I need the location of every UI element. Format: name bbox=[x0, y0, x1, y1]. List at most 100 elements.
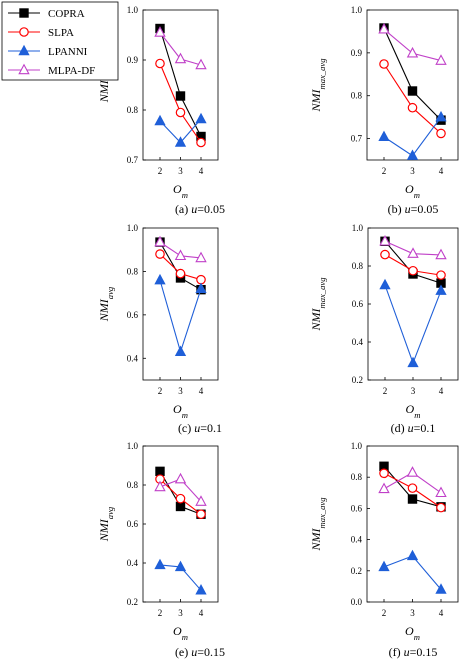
series-copra-point bbox=[407, 494, 418, 504]
series-lpanni-point bbox=[174, 560, 187, 572]
x-tick-label: 4 bbox=[439, 608, 444, 618]
x-tick-label: 3 bbox=[178, 608, 183, 618]
x-tick-label: 3 bbox=[178, 166, 183, 176]
legend-slpa-marker bbox=[19, 27, 29, 37]
series-lpanni-point bbox=[379, 278, 391, 290]
series-slpa-point bbox=[175, 268, 186, 279]
y-tick-label: 0.7 bbox=[127, 155, 139, 165]
series-lpanni-point bbox=[195, 282, 207, 293]
x-tick-label: 2 bbox=[158, 386, 163, 396]
series-lpanni-point bbox=[435, 110, 447, 122]
series-mlpa-df-point bbox=[195, 58, 207, 70]
chart-panel-3: 0.4 0.6 0.8 1.0 2 3 4 NMIavg Om(c) u=0.1 bbox=[97, 223, 222, 435]
series-copra-point bbox=[175, 91, 186, 101]
series-mlpa-df-point bbox=[406, 466, 419, 477]
series-mlpa-df-point bbox=[435, 486, 447, 498]
x-tick-label: 3 bbox=[178, 386, 183, 396]
series-slpa-point bbox=[379, 59, 389, 69]
series-slpa-point bbox=[379, 468, 389, 479]
panel-caption: (c) u=0.1 bbox=[178, 421, 222, 435]
x-axis-label: Om bbox=[173, 402, 188, 420]
y-tick-label: 0.0 bbox=[351, 597, 363, 607]
series-slpa-point bbox=[407, 483, 418, 493]
series-slpa-point bbox=[408, 265, 418, 276]
series-slpa-point bbox=[175, 107, 186, 118]
y-tick-label: 1.0 bbox=[352, 223, 364, 233]
series-copra-point bbox=[155, 466, 165, 477]
x-axis-label: Om bbox=[405, 624, 420, 642]
series-slpa-point bbox=[380, 249, 390, 260]
y-tick-label: 0.6 bbox=[127, 310, 139, 320]
y-tick-label: 1.0 bbox=[351, 441, 363, 451]
x-axis-label: Om bbox=[173, 182, 188, 200]
x-tick-label: 3 bbox=[411, 386, 416, 396]
chart-panel-2: 0.7 0.8 0.9 1.0 2 3 4 NMImax_avg Om (b) u=0.05 bbox=[309, 5, 459, 216]
series-lpanni-point bbox=[406, 549, 419, 561]
x-tick-label: 4 bbox=[439, 166, 444, 176]
y-axis-label: NMImax_avg bbox=[309, 497, 327, 552]
y-tick-label: 0.8 bbox=[127, 105, 139, 115]
legend-mlpa-df-label: MLPA-DF bbox=[48, 65, 95, 77]
series-mlpa-df-point bbox=[407, 247, 419, 258]
panel-caption: (e) u=0.15 bbox=[175, 645, 225, 659]
x-tick-label: 4 bbox=[199, 608, 204, 618]
series-lpanni-line bbox=[383, 555, 442, 590]
series-slpa-line bbox=[383, 63, 442, 134]
series-lpanni-point bbox=[174, 345, 187, 356]
y-axis-label: NMImax_avg bbox=[309, 277, 327, 332]
series-mlpa-df-point bbox=[174, 472, 187, 484]
x-tick-label: 2 bbox=[158, 166, 163, 176]
x-axis-label: Om bbox=[173, 624, 188, 642]
series-copra-point bbox=[175, 501, 186, 512]
y-tick-label: 0.8 bbox=[351, 472, 363, 482]
x-tick-label: 2 bbox=[382, 608, 387, 618]
panel-caption: (a) u=0.05 bbox=[175, 202, 225, 216]
y-tick-label: 0.6 bbox=[351, 503, 363, 513]
panel-caption: (d) u=0.1 bbox=[391, 421, 436, 435]
y-tick-label: 0.8 bbox=[352, 261, 364, 271]
panel-caption: (b) u=0.05 bbox=[388, 202, 439, 216]
chart-panel-6: 0.0 0.2 0.4 0.6 0.8 1.0 2 3 4 NMImax_avg Om (f) u=0… bbox=[309, 441, 459, 659]
series-slpa-line bbox=[159, 63, 202, 143]
panel-caption: (f) u=0.15 bbox=[389, 645, 438, 659]
x-tick-label: 4 bbox=[199, 386, 204, 396]
legend-copra-label: COPRA bbox=[48, 8, 85, 20]
y-tick-label: 0.4 bbox=[352, 337, 364, 347]
series-mlpa-df-point bbox=[406, 46, 419, 58]
series-lpanni-point bbox=[154, 114, 166, 126]
y-tick-label: 0.9 bbox=[351, 48, 363, 58]
y-tick-label: 0.9 bbox=[127, 55, 139, 65]
series-lpanni-point bbox=[435, 284, 447, 295]
series-slpa-point bbox=[155, 58, 165, 69]
y-tick-label: 0.2 bbox=[127, 597, 138, 607]
legend-copra-marker bbox=[19, 8, 29, 18]
series-mlpa-df-point bbox=[378, 482, 390, 494]
series-slpa-point bbox=[196, 509, 206, 520]
series-mlpa-df-point bbox=[195, 251, 207, 263]
x-tick-label: 3 bbox=[410, 608, 415, 618]
series-lpanni-point bbox=[406, 149, 419, 160]
x-tick-label: 3 bbox=[410, 166, 415, 176]
series-lpanni-point bbox=[378, 560, 390, 572]
series-mlpa-df-point bbox=[154, 235, 166, 247]
x-tick-label: 2 bbox=[382, 166, 387, 176]
series-mlpa-df-point bbox=[174, 52, 187, 64]
series-lpanni-point bbox=[407, 356, 419, 368]
y-tick-label: 0.8 bbox=[351, 91, 363, 101]
series-lpanni-line bbox=[384, 284, 442, 365]
series-slpa-point bbox=[436, 502, 446, 513]
series-lpanni-point bbox=[195, 584, 207, 595]
series-slpa-point bbox=[436, 270, 446, 280]
y-axis-label: NMIavg bbox=[97, 286, 115, 322]
series-mlpa-df-point bbox=[154, 480, 166, 492]
series-copra-point bbox=[407, 86, 418, 96]
series-lpanni-point bbox=[154, 273, 166, 285]
y-tick-label: 0.7 bbox=[351, 134, 363, 144]
series-copra-line bbox=[159, 28, 202, 137]
x-axis-label: Om bbox=[406, 402, 421, 420]
x-tick-label: 2 bbox=[383, 386, 388, 396]
series-slpa-point bbox=[196, 137, 206, 148]
y-tick-label: 1.0 bbox=[127, 441, 139, 451]
y-axis-label: NMIavg bbox=[97, 506, 115, 542]
